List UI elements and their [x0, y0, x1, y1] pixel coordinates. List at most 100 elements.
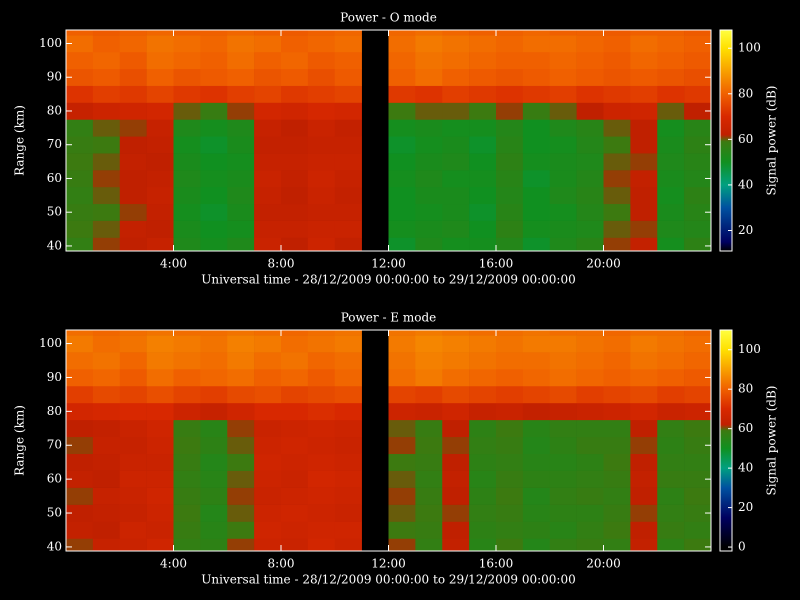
x-tick-label: 20:00 — [586, 557, 621, 571]
heatmap-cell — [442, 419, 470, 438]
heatmap-cell — [630, 170, 658, 188]
heatmap-cell — [254, 335, 282, 353]
heatmap-cell — [200, 504, 228, 522]
heatmap-cell — [307, 35, 336, 53]
heatmap-cell — [388, 85, 416, 103]
heatmap-cell — [146, 30, 174, 36]
heatmap-cell — [442, 68, 470, 86]
heatmap-cell — [227, 385, 255, 404]
heatmap-cell — [522, 68, 551, 86]
heatmap-cell — [92, 170, 121, 188]
heatmap-cell — [334, 538, 362, 551]
heatmap-cell — [281, 538, 309, 551]
heatmap-cell — [146, 368, 174, 387]
heatmap-cell — [603, 352, 631, 370]
heatmap-cell — [307, 237, 336, 251]
heatmap-cell — [388, 330, 416, 336]
heatmap-cell — [227, 487, 255, 505]
heatmap-cell — [684, 352, 711, 370]
heatmap-cell — [630, 30, 658, 36]
heatmap-cell — [307, 330, 336, 336]
heatmap-cell — [281, 453, 309, 471]
heatmap-cell — [334, 51, 362, 70]
heatmap-cell — [684, 30, 711, 36]
heatmap-cell — [173, 330, 201, 336]
heatmap-cell — [603, 119, 631, 137]
heatmap-cell — [200, 419, 228, 438]
heatmap-cell — [684, 51, 711, 70]
heatmap-cell — [549, 419, 577, 438]
heatmap-cell — [307, 352, 336, 370]
heatmap-cell — [200, 453, 228, 471]
heatmap-cell — [576, 30, 604, 36]
heatmap-cell — [92, 186, 121, 205]
heatmap-cell — [92, 470, 121, 488]
heatmap-cell — [200, 237, 228, 251]
heatmap-cell — [630, 504, 658, 522]
heatmap-cell — [307, 419, 336, 438]
heatmap-cell — [657, 30, 685, 36]
heatmap-cell — [522, 35, 551, 53]
heatmap-cell — [522, 330, 551, 336]
heatmap-cell — [334, 419, 362, 438]
heatmap-cell — [119, 402, 147, 421]
heatmap-cell — [66, 136, 94, 154]
heatmap-cell — [576, 102, 604, 120]
heatmap-cell — [657, 419, 685, 438]
heatmap-cell — [173, 136, 201, 154]
heatmap-cell — [684, 470, 711, 488]
colorbar-tick-label: 20 — [738, 223, 753, 237]
heatmap-cell — [281, 504, 309, 522]
heatmap-cell — [684, 68, 711, 86]
heatmap-cell — [119, 85, 147, 103]
heatmap-cell — [549, 119, 577, 137]
heatmap-cell — [173, 85, 201, 103]
heatmap-cell — [522, 203, 551, 221]
heatmap-cell — [684, 521, 711, 539]
heatmap-cell — [92, 85, 121, 103]
heatmap-cell — [684, 419, 711, 438]
heatmap-cell — [603, 68, 631, 86]
heatmap-cell — [119, 521, 147, 539]
heatmap-cell — [92, 153, 121, 171]
heatmap-cell — [684, 186, 711, 205]
heatmap-cell — [576, 538, 604, 551]
heatmap-cell — [334, 368, 362, 387]
heatmap-cell — [576, 521, 604, 539]
heatmap-cell — [92, 136, 121, 154]
heatmap-cell — [254, 436, 282, 455]
heatmap-cell — [92, 385, 121, 404]
heatmap-cell — [415, 170, 443, 188]
heatmap-cell — [496, 35, 524, 53]
heatmap-cell — [227, 85, 255, 103]
heatmap-cell — [254, 487, 282, 505]
x-tick-label: 20:00 — [586, 257, 621, 271]
heatmap-cell — [442, 153, 470, 171]
heatmap-cell — [549, 30, 577, 36]
heatmap-cell — [119, 352, 147, 370]
heatmap-cell — [630, 453, 658, 471]
heatmap-cell — [469, 352, 497, 370]
heatmap-cell — [469, 186, 497, 205]
heatmap-cell — [334, 335, 362, 353]
heatmap-cell — [227, 521, 255, 539]
heatmap-cell — [442, 237, 470, 251]
heatmap-cell — [576, 203, 604, 221]
heatmap-cell — [549, 436, 577, 455]
heatmap-cell — [469, 102, 497, 120]
heatmap-cell — [496, 136, 524, 154]
heatmap-cell — [657, 220, 685, 238]
heatmap-cell — [388, 402, 416, 421]
heatmap-cell — [630, 521, 658, 539]
heatmap — [66, 30, 711, 251]
heatmap-cell — [522, 419, 551, 438]
heatmap-cell — [200, 538, 228, 551]
heatmap-cell — [442, 402, 470, 421]
heatmap-cell — [522, 487, 551, 505]
heatmap-cell — [549, 136, 577, 154]
heatmap-cell — [173, 504, 201, 522]
heatmap-cell — [146, 402, 174, 421]
heatmap-cell — [200, 330, 228, 336]
heatmap-cell — [442, 453, 470, 471]
heatmap-cell — [576, 51, 604, 70]
